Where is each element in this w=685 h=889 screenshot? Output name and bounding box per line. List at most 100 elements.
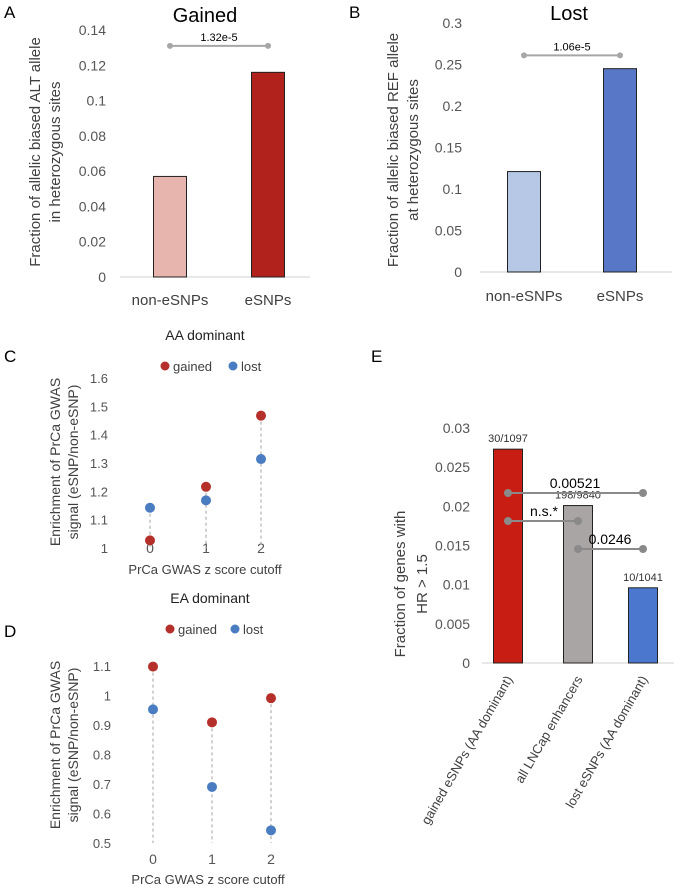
panel-c-ytick: 1.2 (90, 484, 108, 499)
panel-b-ytick: 0.3 (443, 15, 463, 31)
panel-d-point-lost (148, 704, 158, 715)
panel-e-bar-label: 30/1097 (488, 433, 528, 445)
panel-e-ytick: 0 (462, 655, 470, 671)
panel-a-ytick: 0.08 (79, 128, 106, 144)
panel-a-category: non-eSNPs (132, 292, 209, 309)
panel-d: D EA dominant gained lost Enrichment of … (4, 590, 285, 887)
panel-e-ytick: 0.015 (435, 538, 470, 554)
panel-a-ytick: 0.06 (79, 163, 106, 179)
panel-e-bracket-end (504, 489, 512, 497)
panel-e-bar-label: 10/1041 (623, 572, 663, 584)
panel-c-xtick: 0 (146, 540, 154, 556)
panel-e-ylabel-line1: Fraction of genes with (392, 511, 409, 658)
panel-d-xlabel: PrCa GWAS z score cutoff (131, 872, 285, 887)
panel-e-bracket-end (574, 545, 582, 553)
panel-a: A Gained Fraction of allelic biased ALT … (4, 3, 310, 309)
panel-a-ytick: 0.12 (79, 57, 106, 73)
panel-a-ytick: 0.1 (87, 93, 107, 109)
panel-e-ytick: 0.02 (443, 498, 470, 514)
panel-c-ytick: 1 (101, 541, 108, 556)
panel-c-ylabel-line1: Enrichment of PrCa GWAS (47, 378, 63, 546)
panel-e-pvalue: n.s.* (530, 503, 559, 519)
panel-c-ytick: 1.4 (90, 428, 108, 443)
panel-a-pvalue: 1.32e-5 (200, 32, 237, 44)
panel-c-point-gained (256, 410, 266, 421)
panel-b-ytick: 0.1 (443, 181, 463, 197)
panel-b-bar-esnps (603, 68, 637, 273)
panel-d-point-gained (207, 717, 217, 728)
panel-d-ytick: 0.7 (93, 777, 111, 792)
panel-a-ylabel-line2: in heterozygous sites (47, 82, 64, 223)
panel-e: E Fraction of genes with HR > 1.5 0 0.00… (371, 347, 674, 827)
panel-e-ytick: 0.025 (435, 459, 470, 475)
panel-e-ytick: 0.03 (443, 420, 470, 436)
panel-c-xlabel: PrCa GWAS z score cutoff (128, 562, 282, 577)
panel-d-xtick: 1 (208, 851, 216, 867)
panel-c: C AA dominant gained lost Enrichment of … (4, 327, 282, 577)
panel-e-category: all LNCap enhancers (512, 673, 586, 786)
panel-e-category: gained eSNPs (AA dominant) (418, 673, 516, 827)
panel-label-e: E (371, 347, 382, 366)
panel-e-bracket-end (574, 517, 582, 525)
panel-b: B Lost Fraction of allelic biased REF al… (349, 3, 672, 305)
panel-d-xtick: 2 (267, 851, 275, 867)
panel-c-ytick: 1.6 (90, 371, 108, 386)
panel-label-d: D (4, 622, 16, 641)
panel-e-ytick: 0.01 (443, 577, 470, 593)
panel-c-ytick: 1.5 (90, 399, 108, 414)
panel-e-bar-gained-esnps (493, 448, 523, 664)
panel-b-ytick: 0.25 (435, 57, 462, 73)
panel-d-ytick: 1.1 (93, 659, 111, 674)
panel-a-ytick: 0 (98, 269, 106, 285)
panel-b-ytick: 0.2 (443, 98, 463, 114)
panel-c-point-gained (201, 481, 211, 492)
panel-b-ylabel-line1: Fraction of allelic biased REF allele (385, 33, 402, 267)
panel-a-ytick: 0.04 (79, 198, 106, 214)
panel-e-pvalue: 0.00521 (550, 475, 601, 491)
panel-b-pvalue: 1.06e-5 (553, 41, 590, 53)
panel-label-c: C (4, 347, 16, 366)
panel-e-bracket-end (639, 489, 647, 497)
panel-d-ytick: 0.5 (93, 836, 111, 851)
panel-b-ytick: 0.05 (435, 223, 462, 239)
panel-b-bracket-end (521, 52, 527, 59)
panel-a-bar-non-esnps (153, 175, 187, 278)
panel-label-b: B (349, 3, 360, 22)
panel-e-bracket-end (639, 545, 647, 553)
panel-a-ytick: 0.14 (79, 22, 106, 38)
panel-d-point-gained (266, 693, 276, 704)
panel-d-point-lost (266, 825, 276, 836)
panel-e-ylabel-line2: HR > 1.5 (414, 554, 431, 614)
panel-d-legend-gained: gained (178, 622, 217, 637)
panel-d-ylabel-line2: signal (eSNP/non-eSNP) (65, 668, 81, 823)
panel-d-title: EA dominant (170, 590, 249, 606)
panel-a-ylabel-line1: Fraction of allelic biased ALT allele (27, 37, 44, 267)
panel-a-ytick: 0.02 (79, 234, 106, 250)
panel-e-ytick: 0.005 (435, 616, 470, 632)
panel-b-ytick: 0.15 (435, 140, 462, 156)
panel-a-bar-esnps (251, 71, 285, 278)
panel-e-bracket-end (504, 517, 512, 525)
panel-b-title: Lost (550, 3, 588, 25)
panel-d-ylabel-line1: Enrichment of PrCa GWAS (47, 661, 63, 829)
panel-d-ytick: 0.8 (93, 748, 111, 763)
panel-c-point-lost (256, 454, 266, 465)
panel-a-bracket-end (265, 42, 271, 49)
panel-c-point-gained (145, 535, 155, 546)
panel-c-point-lost (145, 502, 155, 513)
panel-e-bar-lost-esnps (628, 587, 658, 664)
panel-c-ytick: 1.3 (90, 456, 108, 471)
panel-c-legend-gained-marker (160, 361, 170, 371)
panel-c-legend-lost-marker (228, 361, 238, 371)
panel-b-bar-non-esnps (507, 171, 541, 273)
panel-b-category: non-eSNPs (486, 288, 563, 305)
panel-d-ytick: 0.6 (93, 807, 111, 822)
panel-c-title: AA dominant (165, 327, 244, 343)
panel-d-ytick: 1 (104, 689, 111, 704)
panel-a-bracket-end (167, 42, 173, 49)
panel-d-xtick: 0 (149, 851, 157, 867)
panel-b-ylabel-line2: at heterozygous sites (405, 79, 422, 221)
panel-d-legend-lost: lost (243, 622, 264, 637)
panel-e-bar-all-lncap (563, 505, 593, 664)
